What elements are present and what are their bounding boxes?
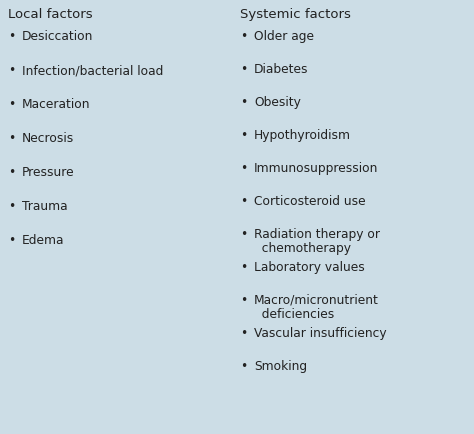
Text: Immunosuppression: Immunosuppression xyxy=(254,161,378,174)
Text: Maceration: Maceration xyxy=(22,98,91,111)
Text: Corticosteroid use: Corticosteroid use xyxy=(254,194,365,207)
Text: •: • xyxy=(240,326,247,339)
Text: •: • xyxy=(8,64,15,77)
Text: •: • xyxy=(240,194,247,207)
Text: deficiencies: deficiencies xyxy=(254,307,334,320)
Text: Laboratory values: Laboratory values xyxy=(254,260,365,273)
Text: Older age: Older age xyxy=(254,30,314,43)
Text: Obesity: Obesity xyxy=(254,96,301,109)
Text: •: • xyxy=(8,166,15,178)
Text: •: • xyxy=(240,30,247,43)
Text: •: • xyxy=(240,359,247,372)
Text: •: • xyxy=(8,233,15,247)
Text: •: • xyxy=(240,63,247,76)
Text: Hypothyroidism: Hypothyroidism xyxy=(254,129,351,141)
Text: Radiation therapy or: Radiation therapy or xyxy=(254,227,380,240)
Text: Infection/bacterial load: Infection/bacterial load xyxy=(22,64,164,77)
Text: •: • xyxy=(240,260,247,273)
Text: Desiccation: Desiccation xyxy=(22,30,93,43)
Text: •: • xyxy=(8,98,15,111)
Text: •: • xyxy=(240,129,247,141)
Text: •: • xyxy=(240,293,247,306)
Text: Diabetes: Diabetes xyxy=(254,63,309,76)
Text: Pressure: Pressure xyxy=(22,166,74,178)
Text: •: • xyxy=(240,227,247,240)
Text: Necrosis: Necrosis xyxy=(22,132,74,145)
Text: •: • xyxy=(8,30,15,43)
Text: Trauma: Trauma xyxy=(22,200,68,213)
Text: •: • xyxy=(8,200,15,213)
Text: •: • xyxy=(8,132,15,145)
Text: Vascular insufficiency: Vascular insufficiency xyxy=(254,326,387,339)
Text: chemotherapy: chemotherapy xyxy=(254,241,351,254)
Text: Local factors: Local factors xyxy=(8,8,92,21)
Text: •: • xyxy=(240,96,247,109)
Text: Systemic factors: Systemic factors xyxy=(240,8,351,21)
Text: Smoking: Smoking xyxy=(254,359,307,372)
Text: •: • xyxy=(240,161,247,174)
Text: Edema: Edema xyxy=(22,233,64,247)
Text: Macro/micronutrient: Macro/micronutrient xyxy=(254,293,379,306)
